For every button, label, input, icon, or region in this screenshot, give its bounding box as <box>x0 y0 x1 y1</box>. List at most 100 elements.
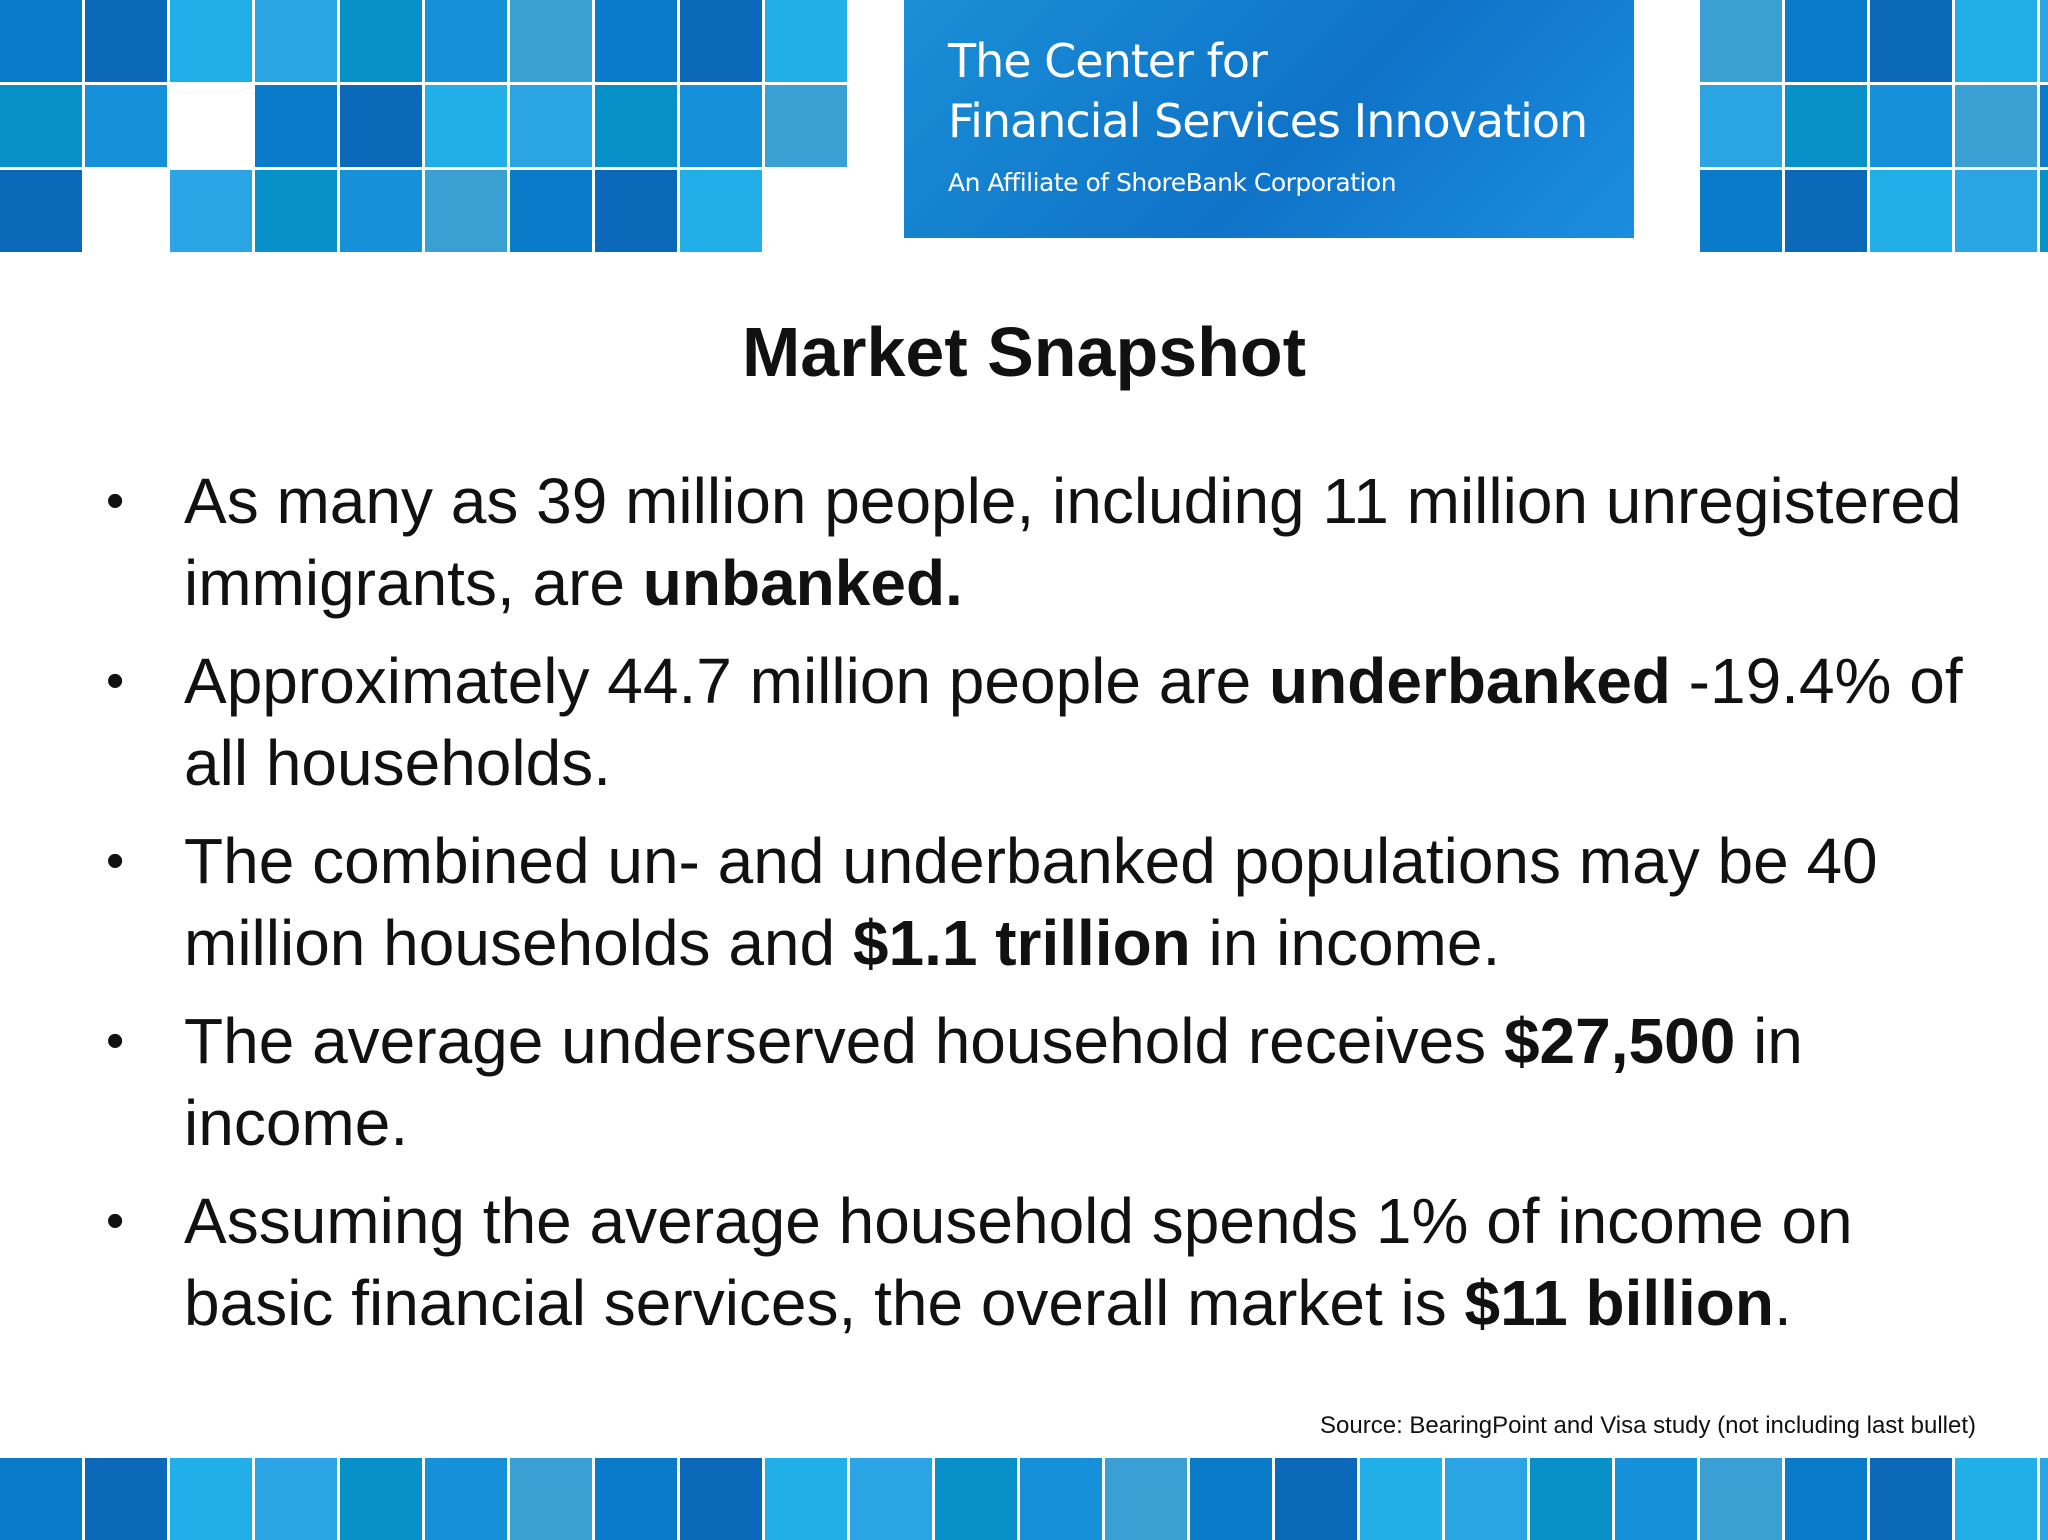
mosaic-tile <box>1360 1458 1442 1540</box>
mosaic-tile <box>85 1458 167 1540</box>
mosaic-tile <box>850 1458 932 1540</box>
bullet-marker-icon: • <box>106 832 125 890</box>
mosaic-tile <box>0 0 82 82</box>
mosaic-tile <box>510 0 592 82</box>
bullet-item: • As many as 39 million people, includin… <box>100 460 2000 624</box>
mosaic-tile <box>2040 1458 2048 1540</box>
bullet-marker-icon: • <box>106 1192 125 1250</box>
mosaic-tile <box>1700 1458 1782 1540</box>
mosaic-tile <box>1870 0 1952 82</box>
mosaic-tile <box>425 1458 507 1540</box>
bullet-text-tail: -19.4% of all households. <box>184 645 1963 799</box>
mosaic-tile <box>765 1458 847 1540</box>
affiliate-tagline: An Affiliate of ShoreBank Corporation <box>948 168 1397 197</box>
mosaic-tile <box>1785 170 1867 252</box>
mosaic-tile <box>1700 85 1782 167</box>
bullet-item: • Approximately 44.7 million people are … <box>100 640 2000 804</box>
source-footnote: Source: BearingPoint and Visa study (not… <box>1320 1412 1976 1439</box>
mosaic-tile <box>0 170 82 252</box>
mosaic-tile <box>1105 1458 1187 1540</box>
mosaic-tile <box>1615 1458 1697 1540</box>
bullet-text-tail: . <box>1773 1267 1792 1339</box>
org-name-line1: The Center for <box>948 34 1268 88</box>
mosaic-tile <box>595 170 677 252</box>
mosaic-tile <box>935 1458 1017 1540</box>
bullet-marker-icon: • <box>106 472 125 530</box>
mosaic-tile <box>1955 0 2037 82</box>
bullet-text-tail: in income. <box>184 1005 1803 1159</box>
mosaic-tile <box>1870 170 1952 252</box>
bullet-text-tail: in income. <box>1190 907 1501 979</box>
bullet-emphasis: $1.1 trillion <box>852 907 1191 979</box>
mosaic-tile <box>1870 1458 1952 1540</box>
bullet-marker-icon: • <box>106 652 125 710</box>
mosaic-tile <box>595 0 677 82</box>
mosaic-tile <box>340 170 422 252</box>
mosaic-tile <box>255 85 337 167</box>
bullet-item: • The average underserved household rece… <box>100 1000 2000 1164</box>
mosaic-tile <box>85 0 167 82</box>
mosaic-tile <box>255 0 337 82</box>
mosaic-tile <box>85 85 167 167</box>
mosaic-tile <box>340 85 422 167</box>
mosaic-tile <box>255 1458 337 1540</box>
mosaic-tile <box>680 0 762 82</box>
mosaic-tile <box>340 1458 422 1540</box>
bullet-item: • The combined un- and underbanked popul… <box>100 820 2000 984</box>
mosaic-tile <box>1700 0 1782 82</box>
mosaic-tile <box>765 85 847 167</box>
mosaic-tile <box>680 170 762 252</box>
mosaic-tile <box>1785 1458 1867 1540</box>
mosaic-tile <box>595 1458 677 1540</box>
mosaic-tile <box>595 85 677 167</box>
mosaic-tile <box>1190 1458 1272 1540</box>
mosaic-tile <box>1785 85 1867 167</box>
mosaic-tile <box>510 85 592 167</box>
mosaic-tile <box>2040 0 2048 82</box>
header-tile-band <box>0 0 2048 252</box>
mosaic-tile <box>170 170 252 252</box>
mosaic-tile <box>1785 0 1867 82</box>
mosaic-tile <box>340 0 422 82</box>
mosaic-tile <box>0 1458 82 1540</box>
mosaic-tile <box>1870 85 1952 167</box>
mosaic-tile <box>1445 1458 1527 1540</box>
mosaic-tile <box>680 1458 762 1540</box>
mosaic-tile <box>1955 85 2037 167</box>
mosaic-tile <box>255 170 337 252</box>
mosaic-tile <box>170 1458 252 1540</box>
mosaic-tile <box>1955 1458 2037 1540</box>
bullet-text: The average underserved household receiv… <box>184 1005 1504 1077</box>
mosaic-tile <box>0 85 82 167</box>
bullet-item: • Assuming the average household spends … <box>100 1180 2000 1344</box>
footer-tile-band <box>0 1458 2048 1540</box>
bullet-text: Assuming the average household spends 1%… <box>184 1185 1853 1339</box>
mosaic-tile <box>510 1458 592 1540</box>
bullet-text: The combined un- and underbanked populat… <box>184 825 1878 979</box>
bullet-emphasis: $11 billion <box>1464 1267 1774 1339</box>
bullet-marker-icon: • <box>106 1012 125 1070</box>
mosaic-tile <box>2040 170 2048 252</box>
mosaic-tile <box>510 170 592 252</box>
mosaic-tile <box>765 0 847 82</box>
mosaic-tile <box>425 170 507 252</box>
slide-title: Market Snapshot <box>742 313 1306 391</box>
mosaic-tile <box>1275 1458 1357 1540</box>
mosaic-tile <box>680 85 762 167</box>
brand-logo-panel: The Center for Financial Services Innova… <box>904 0 1634 238</box>
mosaic-tile <box>1955 170 2037 252</box>
bullet-emphasis: underbanked <box>1269 645 1671 717</box>
mosaic-tile <box>1530 1458 1612 1540</box>
mosaic-tile <box>1700 170 1782 252</box>
mosaic-tile <box>2040 85 2048 167</box>
bullet-text: As many as 39 million people, including … <box>184 465 1962 619</box>
bullet-list: • As many as 39 million people, includin… <box>100 460 2000 1360</box>
mosaic-tile <box>170 0 252 82</box>
mosaic-tile <box>425 0 507 82</box>
bullet-emphasis: $27,500 <box>1503 1005 1736 1077</box>
org-name-line2: Financial Services Innovation <box>948 94 1588 148</box>
bullet-text: Approximately 44.7 million people are <box>184 645 1270 717</box>
mosaic-tile <box>425 85 507 167</box>
bullet-emphasis: unbanked. <box>642 547 963 619</box>
mosaic-tile <box>1020 1458 1102 1540</box>
